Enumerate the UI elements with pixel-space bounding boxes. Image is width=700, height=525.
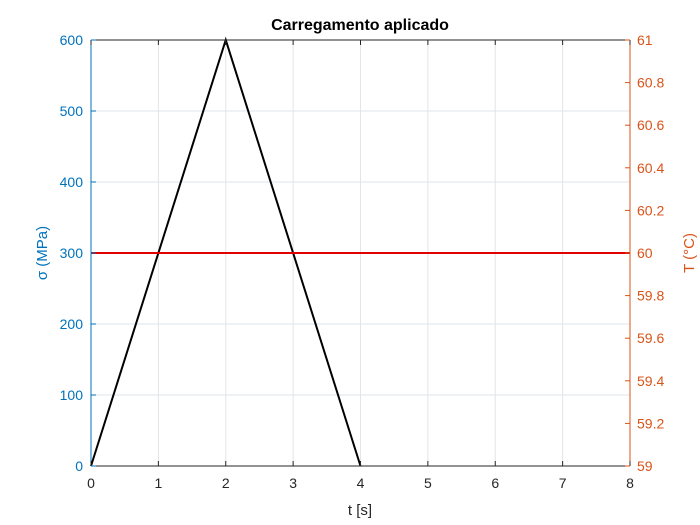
y-right-tick-label: 59.4 bbox=[637, 373, 664, 389]
y-right-tick-label: 61 bbox=[637, 32, 653, 48]
y-right-tick-label: 60.8 bbox=[637, 75, 664, 91]
y-right-tick-label: 60.2 bbox=[637, 202, 664, 218]
y-left-tick-label: 400 bbox=[60, 174, 84, 190]
y-left-tick-label: 300 bbox=[60, 245, 84, 261]
x-tick-label: 6 bbox=[491, 475, 499, 491]
y-right-tick-label: 60 bbox=[637, 245, 653, 261]
y-right-tick-label: 59.6 bbox=[637, 330, 664, 346]
x-tick-label: 8 bbox=[626, 475, 634, 491]
y-left-tick-label: 0 bbox=[75, 458, 83, 474]
x-tick-label: 4 bbox=[357, 475, 365, 491]
x-tick-label: 0 bbox=[87, 475, 95, 491]
x-tick-label: 7 bbox=[559, 475, 567, 491]
x-tick-label: 3 bbox=[289, 475, 297, 491]
y-right-tick-label: 59 bbox=[637, 458, 653, 474]
x-tick-label: 1 bbox=[154, 475, 162, 491]
y-right-tick-label: 60.4 bbox=[637, 160, 664, 176]
y-left-tick-label: 500 bbox=[60, 103, 84, 119]
x-tick-label: 2 bbox=[222, 475, 230, 491]
chart-title: Carregamento aplicado bbox=[271, 17, 449, 34]
x-axis-label: t [s] bbox=[348, 502, 372, 519]
y-left-tick-label: 100 bbox=[60, 387, 84, 403]
axes: 0 1 2 3 4 5 6 7 8 0 100 200 300 400 500 600 59 59.2 59.4 59… bbox=[60, 32, 665, 491]
y-left-tick-label: 600 bbox=[60, 32, 84, 48]
y-axis-right-label: T (°C) bbox=[681, 233, 698, 273]
y-axis-left-label: σ (MPa) bbox=[34, 226, 51, 280]
x-tick-label: 5 bbox=[424, 475, 432, 491]
y-right-tick-label: 59.8 bbox=[637, 288, 664, 304]
y-right-tick-label: 60.6 bbox=[637, 117, 664, 133]
y-right-tick-label: 59.2 bbox=[637, 415, 664, 431]
y-left-tick-label: 200 bbox=[60, 316, 84, 332]
